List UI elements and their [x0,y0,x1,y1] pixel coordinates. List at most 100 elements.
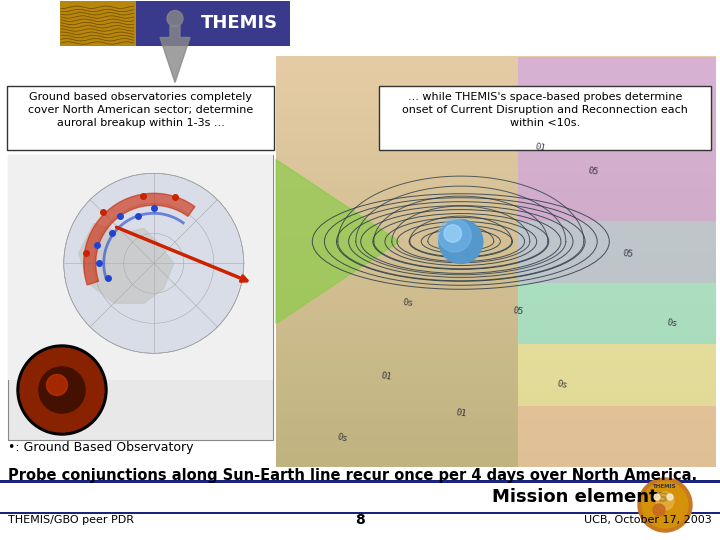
Bar [276,105,716,114]
Bar [276,400,716,410]
Polygon shape [78,224,174,303]
Bar [276,204,716,213]
Bar [8,155,273,380]
Text: 05: 05 [622,249,634,259]
Circle shape [167,10,183,26]
Bar [276,253,716,262]
FancyArrow shape [160,25,190,83]
Text: 8: 8 [355,513,365,527]
Bar [518,344,716,406]
Text: 01: 01 [534,141,546,153]
Bar [276,138,716,147]
Bar [276,286,716,295]
Bar [276,343,716,352]
Bar [276,212,716,221]
Bar [276,195,716,205]
Bar [276,417,716,426]
Bar [518,406,716,467]
Text: THEMIS: THEMIS [201,15,278,32]
Bar [276,80,716,90]
Circle shape [438,219,483,264]
Text: 05: 05 [512,306,524,316]
Bar [276,130,716,139]
Circle shape [39,367,85,413]
Text: 0s: 0s [336,433,348,444]
Bar [276,163,716,172]
Bar [276,64,716,73]
Circle shape [642,482,688,528]
Text: •: Ground Based Observatory: •: Ground Based Observatory [8,441,194,454]
Bar [276,319,716,328]
Bar [136,1,290,46]
Text: 0s: 0s [402,298,414,308]
Bar [276,245,716,254]
Bar [276,122,716,131]
Circle shape [47,375,68,395]
Bar [276,458,716,467]
Bar [276,187,716,197]
Bar [276,171,716,180]
Bar [518,282,716,344]
Bar [276,179,716,188]
Circle shape [653,504,665,516]
Bar [0,511,720,514]
Bar [276,368,716,377]
Text: THEMIS: THEMIS [653,483,677,489]
Text: 01: 01 [380,372,392,382]
Bar [276,441,716,450]
Bar [276,302,716,311]
Polygon shape [276,159,399,323]
Text: ... while THEMIS's space-based probes determine
onset of Current Disruption and : ... while THEMIS's space-based probes de… [402,92,688,129]
Bar [276,310,716,319]
Text: Mission elements: Mission elements [492,488,668,506]
Bar [276,228,716,238]
Circle shape [20,348,104,432]
Bar [60,1,140,46]
Polygon shape [84,193,195,285]
Circle shape [444,225,462,242]
Bar [276,154,716,164]
Circle shape [654,494,660,500]
Text: THEMIS/GBO peer PDR: THEMIS/GBO peer PDR [8,515,134,525]
Bar [276,97,716,106]
Bar [276,278,716,287]
Circle shape [438,219,472,252]
Bar [276,409,716,418]
Bar [276,294,716,303]
Bar [276,220,716,229]
Circle shape [64,173,244,353]
Bar [0,480,720,483]
FancyBboxPatch shape [379,86,711,150]
Bar [8,155,273,440]
Bar [276,72,716,82]
Bar [276,89,716,98]
Circle shape [656,492,674,510]
Bar [276,425,716,434]
Text: 0s: 0s [666,318,678,329]
FancyBboxPatch shape [7,86,274,150]
Bar [276,450,716,459]
Bar [276,146,716,156]
Text: Ground based observatories completely
cover North American sector; determine
aur: Ground based observatories completely co… [28,92,253,129]
Circle shape [17,345,107,435]
Circle shape [638,478,692,532]
Bar [276,351,716,360]
Bar [276,237,716,246]
Bar [276,392,716,401]
Bar [276,269,716,279]
Bar [518,221,716,282]
Bar [276,113,716,123]
Circle shape [667,494,673,500]
Text: Probe conjunctions along Sun-Earth line recur once per 4 days over North America: Probe conjunctions along Sun-Earth line … [8,468,697,483]
Bar [518,57,716,221]
Bar [276,335,716,344]
Bar [276,261,716,270]
Text: 05: 05 [587,166,599,177]
Text: 0s: 0s [556,380,568,390]
Bar [276,327,716,336]
Bar [276,56,716,65]
Text: 01: 01 [455,408,467,419]
Bar [276,376,716,385]
Bar [276,433,716,442]
Text: UCB, October 17, 2003: UCB, October 17, 2003 [584,515,712,525]
